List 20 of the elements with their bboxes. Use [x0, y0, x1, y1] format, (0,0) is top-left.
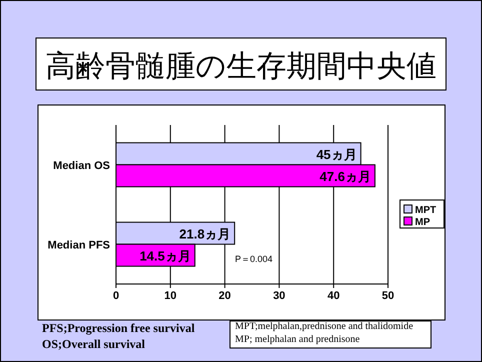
- x-tick-label: 40: [327, 290, 340, 302]
- y-tick-label: Median OS: [53, 160, 110, 172]
- text: PFS;Progression free survival: [42, 321, 196, 335]
- legend-label: MP: [415, 217, 430, 228]
- y-tick-label: Median PFS: [48, 239, 110, 252]
- annotation: P＝0.004: [235, 254, 273, 264]
- data-label: 21.8ヵ月: [179, 226, 231, 242]
- data-label: 45ヵ月: [316, 146, 357, 162]
- text: OS;Overall survival: [42, 337, 146, 351]
- legend-label: MPT: [415, 205, 436, 216]
- x-tick-label: 50: [382, 290, 394, 302]
- chart-title: 高齢骨髄腫の生存期間中央値: [46, 50, 436, 83]
- data-label: 14.5ヵ月: [140, 248, 191, 264]
- x-tick-label: 0: [112, 290, 120, 302]
- text: MPT;melphalan,prednisone and thalidomide: [235, 321, 414, 332]
- text: MP; melphalan and prednisone: [235, 334, 360, 345]
- x-tick-label: 30: [273, 290, 286, 302]
- x-tick-label: 10: [164, 290, 177, 302]
- x-tick-label: 20: [218, 290, 231, 302]
- data-label: 47.6ヵ月: [320, 168, 371, 184]
